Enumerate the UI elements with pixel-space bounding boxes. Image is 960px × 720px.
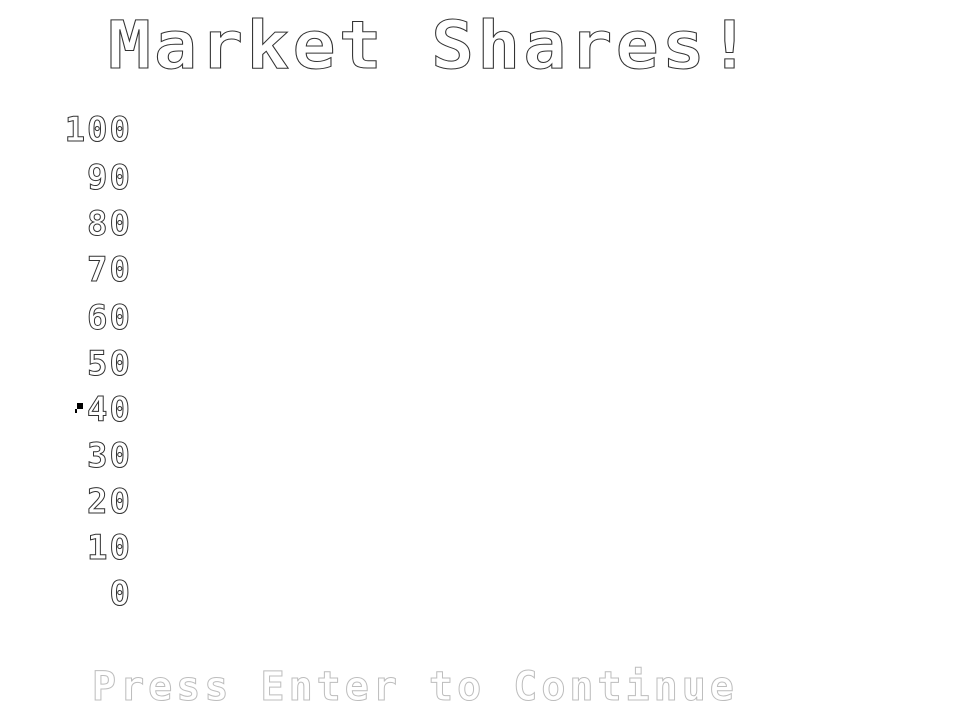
y-tick-label: 90 (87, 158, 132, 199)
y-tick-label: 20 (87, 482, 132, 523)
y-tick-label: 30 (87, 436, 132, 477)
plot-area (140, 110, 920, 620)
y-tick-label: 80 (87, 204, 132, 245)
chart-title: Market Shares! (107, 7, 755, 84)
y-tick-label: 60 (87, 298, 132, 339)
y-tick-label: 10 (87, 528, 132, 569)
y-tick-label: 50 (87, 344, 132, 385)
y-axis: 100 90 80 70 60 50 40 30 20 10 0 (0, 110, 140, 620)
y-tick-label: 40 (87, 390, 132, 431)
y-tick-label: 100 (64, 110, 132, 151)
cursor-icon (75, 403, 83, 413)
continue-prompt[interactable]: Press Enter to Continue (92, 664, 738, 711)
y-tick-label: 0 (109, 574, 132, 615)
y-tick-label: 70 (87, 250, 132, 291)
